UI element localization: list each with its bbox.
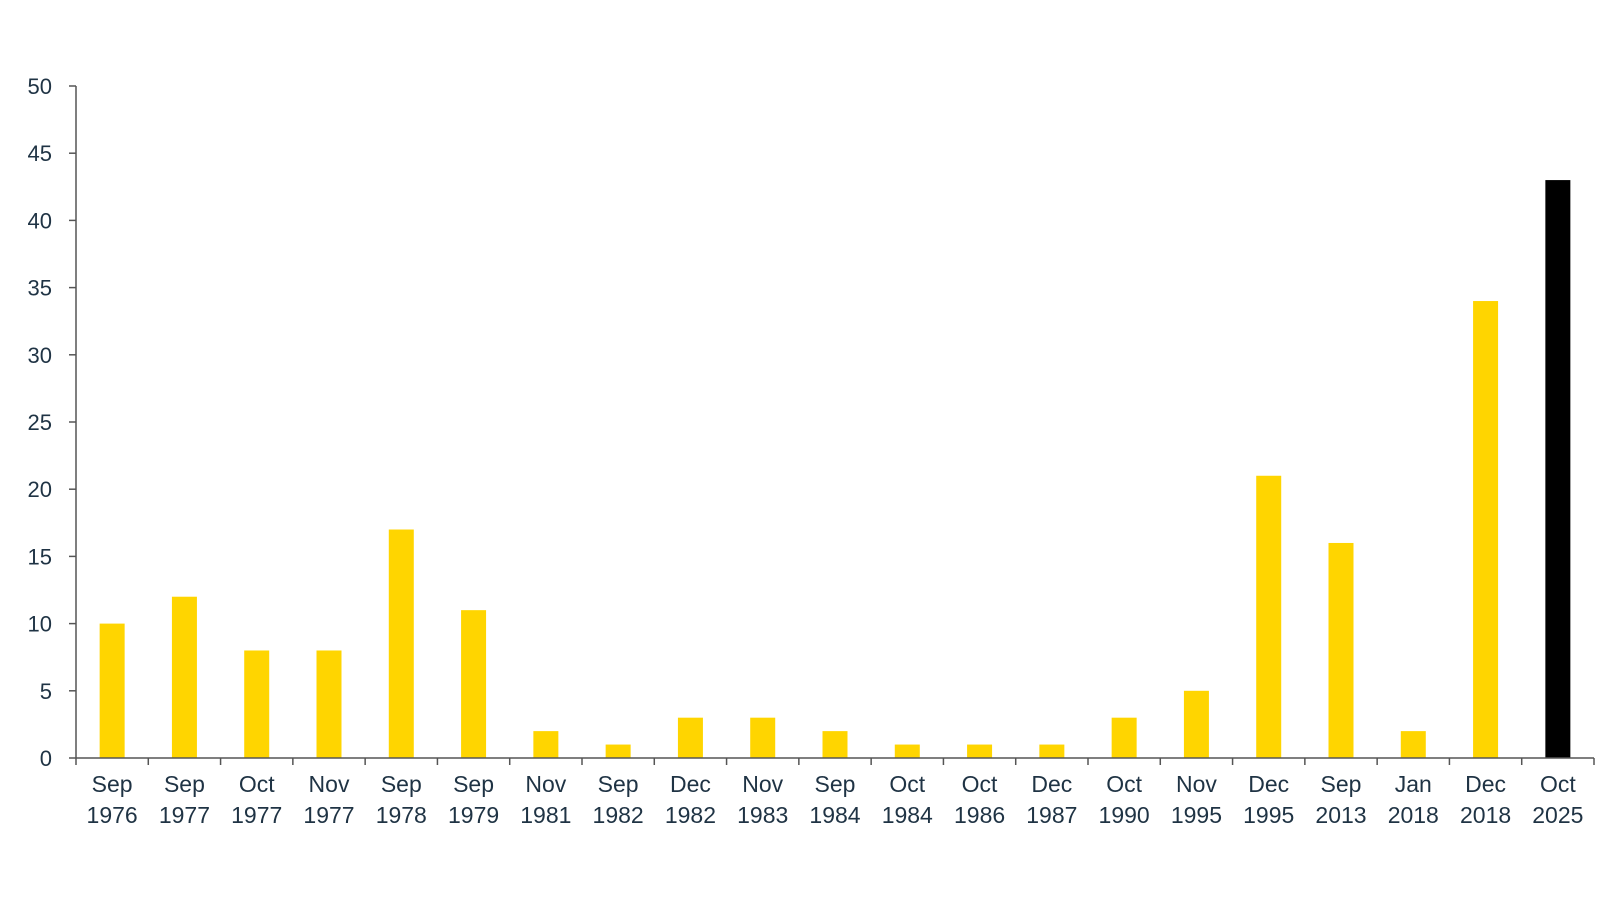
y-axis: 0 5 10 15 20 25 30 35 40 45 50: [28, 74, 77, 771]
bar: [1328, 542, 1354, 758]
bar: [1039, 744, 1065, 758]
bar: [605, 744, 631, 758]
x-tick-label: Sep 1978: [376, 771, 427, 828]
x-tick-label: Oct 2025: [1532, 771, 1583, 828]
bar: [1545, 180, 1571, 758]
x-tick-label: Nov 1977: [303, 771, 354, 828]
y-tick-label: 45: [28, 141, 52, 166]
x-tick-label: Sep 1979: [448, 771, 499, 828]
bar: [1473, 301, 1499, 758]
y-tick-label: 15: [28, 544, 52, 569]
y-tick-label: 35: [28, 276, 52, 301]
x-tick-label: Dec 1987: [1026, 771, 1077, 828]
bar: [171, 596, 197, 758]
x-tick-label: Nov 1995: [1171, 771, 1222, 828]
bar: [388, 529, 414, 758]
x-tick-label: Oct 1990: [1099, 771, 1150, 828]
bar: [316, 650, 342, 758]
bar: [894, 744, 920, 758]
y-tick-label: 40: [28, 208, 52, 233]
bar: [1256, 475, 1282, 758]
bar: [967, 744, 993, 758]
x-tick-label: Sep 1982: [593, 771, 644, 828]
y-tick-label: 30: [28, 343, 52, 368]
x-tick-label: Nov 1981: [520, 771, 571, 828]
bar: [461, 610, 487, 758]
x-axis: Sep 1976 Sep 1977 Oct 1977 Nov 1977 Sep 1978 Sep 19…: [75, 757, 1595, 828]
y-tick-label: 20: [28, 477, 52, 502]
x-tick-label: Dec 1982: [665, 771, 716, 828]
bar: [750, 717, 776, 758]
bar: [533, 731, 559, 758]
x-tick-label: Dec 1995: [1243, 771, 1294, 828]
y-tick-label: 50: [28, 74, 52, 99]
x-tick-label: Oct 1986: [954, 771, 1005, 828]
bar: [822, 731, 848, 758]
y-tick-label: 25: [28, 410, 52, 435]
x-tick-label: Jan 2018: [1388, 771, 1439, 828]
x-tick-label: Sep 1976: [87, 771, 138, 828]
x-tick-label: Oct 1977: [231, 771, 282, 828]
x-tick-label: Sep 2013: [1315, 771, 1366, 828]
bar: [244, 650, 270, 758]
x-tick-label: Oct 1984: [882, 771, 933, 828]
bar: [1183, 690, 1209, 758]
x-tick-label: Sep 1984: [809, 771, 860, 828]
bar: [99, 623, 125, 758]
bar: [677, 717, 703, 758]
bar: [1400, 731, 1426, 758]
y-tick-label: 10: [28, 612, 52, 637]
bar: [1111, 717, 1137, 758]
x-tick-label: Nov 1983: [737, 771, 788, 828]
y-tick-label: 0: [40, 746, 52, 771]
y-tick-label: 5: [40, 679, 52, 704]
bars: [99, 180, 1571, 758]
x-tick-label: Sep 1977: [159, 771, 210, 828]
x-tick-label: Dec 2018: [1460, 771, 1511, 828]
